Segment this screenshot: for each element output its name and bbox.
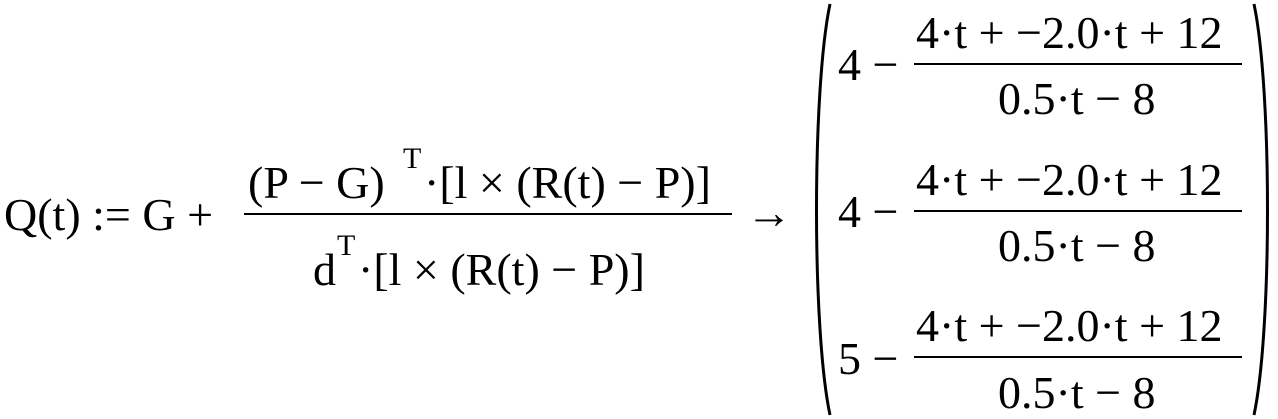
vector-row-3-lead: 5 − xyxy=(838,333,899,384)
lhs-definition: Q(t) := G + xyxy=(4,189,214,240)
symbolic-evaluation-arrow: → xyxy=(746,187,792,238)
vector-row-3-numerator: 4·t + −2.0·t + 12 xyxy=(916,300,1223,351)
fraction-denominator-transpose: T xyxy=(337,229,356,262)
main-fraction-bar xyxy=(244,213,732,215)
vector-left-paren xyxy=(815,3,832,416)
vector-row-2-denominator: 0.5·t − 8 xyxy=(998,220,1156,271)
vector-row-1-lead: 4 − xyxy=(838,39,899,90)
vector-row-1-denominator: 0.5·t − 8 xyxy=(998,73,1156,124)
fraction-numerator-head: (P − G) xyxy=(248,157,385,208)
vector-row-1-numerator: 4·t + −2.0·t + 12 xyxy=(916,7,1223,58)
vector-right-paren xyxy=(1252,3,1269,416)
fraction-numerator-transpose: T xyxy=(403,142,422,175)
vector-row-2-lead: 4 − xyxy=(838,186,899,237)
vector-row-2-numerator: 4·t + −2.0·t + 12 xyxy=(916,154,1223,205)
vector-row-2-fraction-bar xyxy=(914,210,1242,212)
vector-row-3-denominator: 0.5·t − 8 xyxy=(998,367,1156,418)
fraction-denominator-tail: ·[l × (R(t) − P)] xyxy=(358,244,645,295)
fraction-numerator-tail: ·[l × (R(t) − P)] xyxy=(424,157,711,208)
vector-row-1-fraction-bar xyxy=(914,63,1242,65)
vector-row-3-fraction-bar xyxy=(914,356,1242,358)
fraction-denominator-head: d xyxy=(313,244,336,295)
